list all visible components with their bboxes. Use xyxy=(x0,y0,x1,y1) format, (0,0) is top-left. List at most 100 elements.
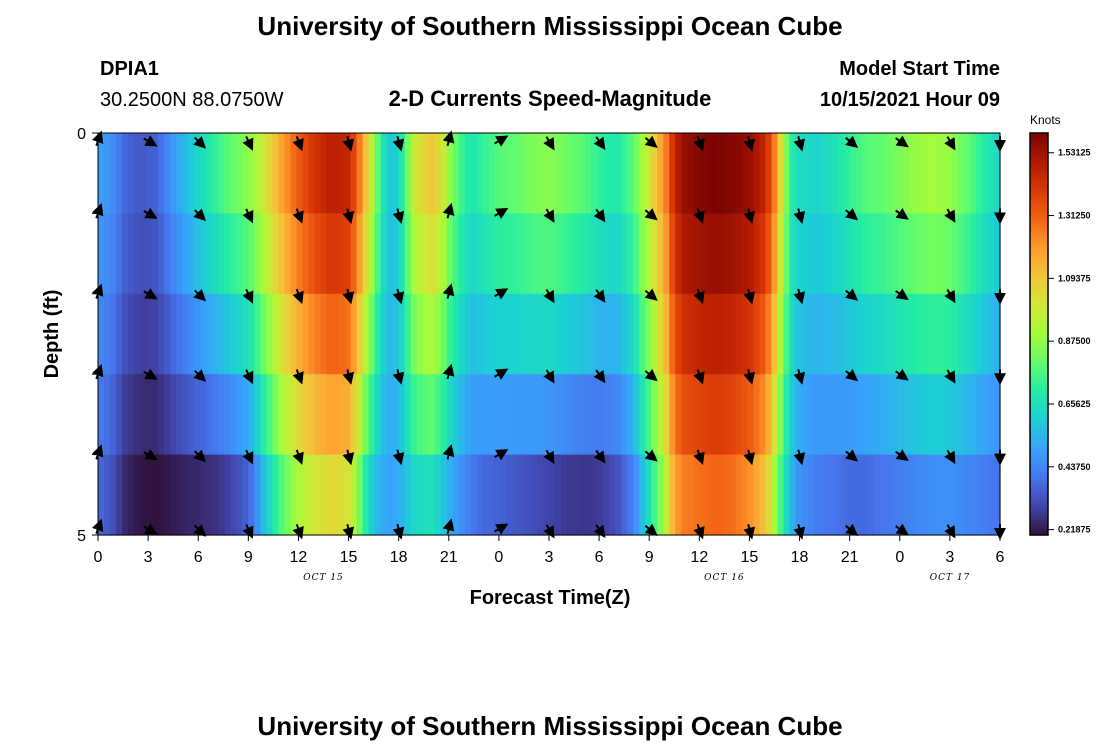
heatmap-cell xyxy=(783,374,791,456)
heatmap-cell xyxy=(735,454,743,536)
heatmap-cell xyxy=(873,374,881,456)
heatmap-cell xyxy=(969,454,977,536)
heatmap-cell xyxy=(296,293,304,375)
heatmap-cell xyxy=(320,213,328,295)
heatmap-cell xyxy=(939,454,947,536)
heatmap-cell xyxy=(134,133,141,214)
heatmap-cell xyxy=(224,454,231,536)
heatmap-cell xyxy=(561,133,568,214)
heatmap-cell xyxy=(837,374,845,456)
heatmap-cell xyxy=(404,374,412,456)
heatmap-cell xyxy=(837,454,845,536)
heatmap-cell xyxy=(140,213,147,295)
heatmap-cell xyxy=(218,133,225,214)
heatmap-cell xyxy=(170,213,177,295)
heatmap-cell xyxy=(777,374,785,456)
heatmap-cell xyxy=(711,374,718,456)
heatmap-cells xyxy=(98,133,1001,536)
heatmap-cell xyxy=(248,293,255,375)
heatmap-cell xyxy=(170,374,177,456)
heatmap-cell xyxy=(104,133,111,214)
current-vector-arrow xyxy=(845,523,859,537)
heatmap-cell xyxy=(567,454,574,536)
current-vector-arrow xyxy=(193,288,207,302)
heatmap-cell xyxy=(663,374,670,456)
heatmap-cell xyxy=(476,454,484,536)
heatmap-cell xyxy=(981,133,989,214)
current-vector-arrow xyxy=(693,523,705,540)
heatmap-cell xyxy=(422,374,430,456)
heatmap-cell xyxy=(338,133,346,214)
heatmap-cell xyxy=(482,454,490,536)
heatmap-cell xyxy=(693,374,700,456)
heatmap-cell xyxy=(657,374,664,456)
heatmap-cell xyxy=(831,374,839,456)
heatmap-cell xyxy=(885,454,893,536)
current-vector-arrow xyxy=(845,449,859,462)
heatmap-cell xyxy=(500,133,508,214)
heatmap-cell xyxy=(278,293,286,375)
heatmap-cell xyxy=(861,374,869,456)
heatmap-cell xyxy=(675,133,682,214)
heatmap-cell xyxy=(915,293,923,375)
current-vector-arrow xyxy=(693,369,705,385)
heatmap-cell xyxy=(284,133,292,214)
heatmap-cell xyxy=(122,213,129,295)
heatmap-cell xyxy=(290,293,298,375)
heatmap-cell xyxy=(591,374,598,456)
heatmap-cell xyxy=(765,454,773,536)
heatmap-cell xyxy=(272,213,279,295)
current-vector-arrow xyxy=(644,368,658,382)
heatmap-cell xyxy=(308,133,316,214)
x-tick-label: 6 xyxy=(595,549,604,566)
heatmap-cell xyxy=(579,374,586,456)
heatmap-cell xyxy=(921,293,929,375)
heatmap-cell xyxy=(350,213,358,295)
heatmap-cell xyxy=(380,454,388,536)
heatmap-cell xyxy=(885,133,893,214)
current-vector-arrow xyxy=(543,369,555,384)
heatmap-cell xyxy=(627,133,634,214)
heatmap-cell xyxy=(603,293,610,375)
heatmap-cell xyxy=(464,133,472,214)
heatmap-cell xyxy=(212,374,219,456)
heatmap-cell xyxy=(801,213,809,295)
heatmap-cell xyxy=(218,454,225,536)
heatmap-cell xyxy=(891,293,899,375)
heatmap-cell xyxy=(687,454,694,536)
heatmap-cell xyxy=(903,454,911,536)
heatmap-cell xyxy=(344,133,352,214)
heatmap-cell xyxy=(176,293,183,375)
heatmap-cell xyxy=(326,374,334,456)
heatmap-cell xyxy=(140,454,147,536)
heatmap-cell xyxy=(296,213,304,295)
heatmap-cell xyxy=(801,133,809,214)
current-vector-arrow xyxy=(644,449,658,462)
heatmap-cell xyxy=(242,454,249,536)
heatmap-cell xyxy=(104,213,111,295)
heatmap-cell xyxy=(771,374,779,456)
heatmap-cell xyxy=(753,293,761,375)
heatmap-cell xyxy=(242,374,249,456)
heatmap-cell xyxy=(639,454,646,536)
heatmap-cell xyxy=(236,454,243,536)
heatmap-cell xyxy=(434,133,442,214)
heatmap-cell xyxy=(651,133,658,214)
current-vector-arrow xyxy=(644,288,658,301)
heatmap-cell xyxy=(392,454,400,536)
heatmap-cell xyxy=(188,374,195,456)
heatmap-cell xyxy=(561,293,568,375)
colorbar-tick-label: 1.09375 xyxy=(1058,273,1091,283)
x-tick-label: 0 xyxy=(494,549,503,566)
heatmap-cell xyxy=(801,293,809,375)
heatmap-cell xyxy=(248,213,255,295)
heatmap-cell xyxy=(362,133,370,214)
heatmap-cell xyxy=(921,133,929,214)
heatmap-cell xyxy=(759,213,767,295)
heatmap-cell xyxy=(927,293,935,375)
heatmap-cell xyxy=(699,213,706,295)
heatmap-cell xyxy=(627,454,634,536)
heatmap-cell xyxy=(753,374,761,456)
heatmap-cell xyxy=(380,374,388,456)
current-vector-arrow xyxy=(593,208,606,223)
